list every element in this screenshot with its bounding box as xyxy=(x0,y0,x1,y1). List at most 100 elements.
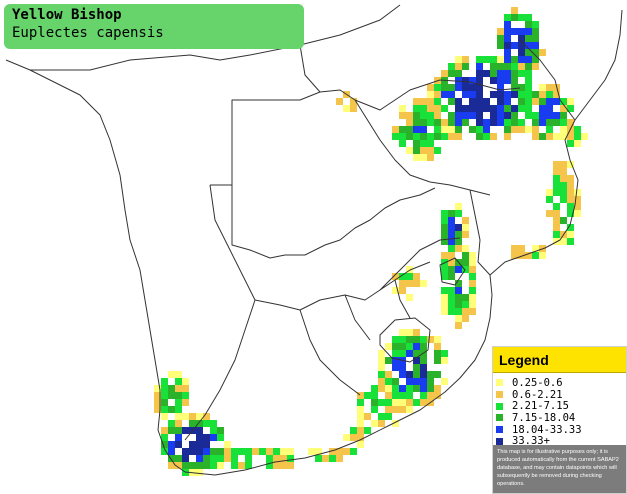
range-cell xyxy=(455,210,462,217)
range-cell xyxy=(490,63,497,70)
range-cell xyxy=(315,448,322,455)
range-cell xyxy=(392,336,399,343)
range-cell xyxy=(448,238,455,245)
range-cell xyxy=(392,406,399,413)
range-cell xyxy=(560,161,567,168)
range-cell xyxy=(553,119,560,126)
range-cell xyxy=(483,119,490,126)
range-cell xyxy=(203,455,210,462)
range-cell xyxy=(350,448,357,455)
range-cell xyxy=(399,371,406,378)
range-cell xyxy=(455,105,462,112)
range-cell xyxy=(553,161,560,168)
border-angola xyxy=(30,4,401,71)
range-cell xyxy=(434,385,441,392)
range-cell xyxy=(546,112,553,119)
range-cell xyxy=(511,245,518,252)
legend-label: 18.04-33.33 xyxy=(512,423,582,436)
range-cell xyxy=(462,217,469,224)
range-cell xyxy=(413,154,420,161)
range-cell xyxy=(539,84,546,91)
range-cell xyxy=(343,434,350,441)
range-cell xyxy=(448,84,455,91)
range-cell xyxy=(420,385,427,392)
range-cell xyxy=(413,105,420,112)
range-cell xyxy=(385,406,392,413)
range-cell xyxy=(539,112,546,119)
range-cell xyxy=(476,84,483,91)
range-cell xyxy=(441,217,448,224)
range-cell xyxy=(420,98,427,105)
range-cell xyxy=(504,56,511,63)
range-cell xyxy=(462,119,469,126)
range-cell xyxy=(392,385,399,392)
range-cell xyxy=(175,420,182,427)
range-cell xyxy=(175,406,182,413)
legend-label: 33.33+ xyxy=(512,435,550,448)
range-cell xyxy=(476,126,483,133)
range-cell xyxy=(413,343,420,350)
range-cell xyxy=(336,448,343,455)
range-cell xyxy=(448,287,455,294)
legend-label: 0.6-2.21 xyxy=(512,388,563,401)
range-cell xyxy=(504,119,511,126)
range-cell xyxy=(455,112,462,119)
range-cell xyxy=(546,189,553,196)
range-cell xyxy=(497,119,504,126)
range-cell xyxy=(504,105,511,112)
range-cell xyxy=(413,119,420,126)
range-cell xyxy=(511,28,518,35)
range-cell xyxy=(420,336,427,343)
range-cell xyxy=(280,448,287,455)
range-cell xyxy=(399,273,406,280)
range-cell xyxy=(378,399,385,406)
range-cell xyxy=(448,273,455,280)
range-cell xyxy=(427,105,434,112)
legend-heading: Legend xyxy=(493,347,626,373)
range-cell xyxy=(546,91,553,98)
range-cell xyxy=(406,329,413,336)
range-cell xyxy=(168,392,175,399)
range-cell xyxy=(525,21,532,28)
range-cell xyxy=(553,91,560,98)
range-cell xyxy=(532,98,539,105)
range-cell xyxy=(434,84,441,91)
range-cell xyxy=(539,105,546,112)
range-cell xyxy=(497,112,504,119)
legend-swatch xyxy=(496,391,503,399)
range-cell xyxy=(448,294,455,301)
range-cell xyxy=(196,455,203,462)
border-botswana-sa xyxy=(231,185,436,259)
range-cell xyxy=(511,84,518,91)
range-cell xyxy=(518,35,525,42)
range-cell xyxy=(553,168,560,175)
range-cell xyxy=(462,245,469,252)
range-cell xyxy=(462,252,469,259)
range-cell xyxy=(196,427,203,434)
range-cell xyxy=(252,448,259,455)
range-cell xyxy=(406,406,413,413)
range-cell xyxy=(406,343,413,350)
range-cell xyxy=(392,273,399,280)
range-cell xyxy=(357,413,364,420)
range-cell xyxy=(413,280,420,287)
range-cell xyxy=(511,42,518,49)
range-cell xyxy=(560,182,567,189)
range-cell xyxy=(490,112,497,119)
range-cell xyxy=(406,399,413,406)
range-cell xyxy=(406,378,413,385)
range-cell xyxy=(287,455,294,462)
range-cell xyxy=(357,434,364,441)
range-cell xyxy=(427,119,434,126)
range-cell xyxy=(441,105,448,112)
range-cell xyxy=(399,343,406,350)
range-cell xyxy=(427,154,434,161)
range-cell xyxy=(574,203,581,210)
range-cell xyxy=(378,357,385,364)
range-cell xyxy=(455,126,462,133)
range-cell xyxy=(490,91,497,98)
range-cell xyxy=(343,448,350,455)
range-cell xyxy=(441,301,448,308)
range-cell xyxy=(441,350,448,357)
range-cell xyxy=(420,378,427,385)
